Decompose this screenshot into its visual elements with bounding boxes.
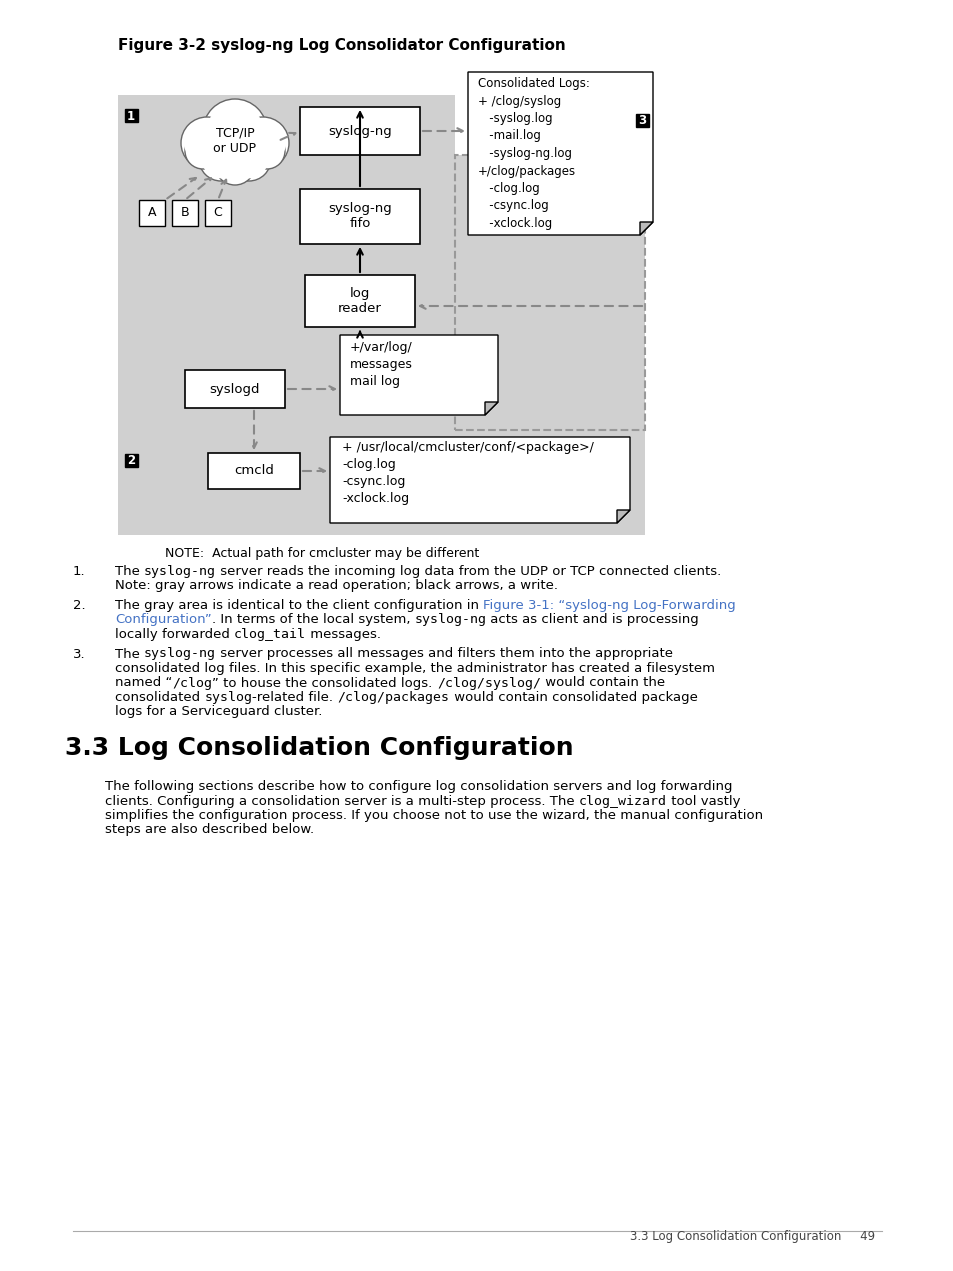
Text: The gray area is identical to the client configuration in: The gray area is identical to the client… (115, 599, 483, 613)
Circle shape (227, 137, 271, 180)
FancyBboxPatch shape (205, 200, 231, 226)
FancyBboxPatch shape (125, 109, 138, 122)
Text: named “: named “ (115, 676, 172, 689)
Text: server reads the incoming log data from the UDP or TCP connected clients.: server reads the incoming log data from … (216, 566, 720, 578)
Circle shape (214, 145, 254, 186)
Text: Figure 3-2 syslog-ng Log Consolidator Configuration: Figure 3-2 syslog-ng Log Consolidator Co… (118, 38, 565, 53)
FancyBboxPatch shape (125, 454, 138, 466)
Circle shape (187, 135, 218, 167)
Text: steps are also described below.: steps are also described below. (105, 824, 314, 836)
Text: 2: 2 (127, 455, 135, 468)
Circle shape (199, 137, 243, 180)
Text: Configuration”: Configuration” (115, 614, 212, 627)
Text: 3: 3 (638, 114, 645, 127)
Text: acts as client and is processing: acts as client and is processing (486, 614, 699, 627)
Text: 2.: 2. (73, 599, 86, 613)
FancyBboxPatch shape (185, 370, 285, 408)
Text: ” to house the consolidated logs.: ” to house the consolidated logs. (213, 676, 436, 689)
FancyBboxPatch shape (636, 114, 648, 127)
Polygon shape (118, 95, 644, 535)
Text: clog_wizard: clog_wizard (578, 794, 666, 807)
Text: 1: 1 (127, 109, 135, 122)
Text: consolidated log files. In this specific example, the administrator has created : consolidated log files. In this specific… (115, 662, 714, 675)
Polygon shape (639, 222, 652, 235)
Polygon shape (339, 336, 497, 416)
Text: log
reader: log reader (337, 287, 381, 315)
FancyBboxPatch shape (208, 452, 299, 489)
Text: tool vastly: tool vastly (666, 794, 740, 807)
Circle shape (207, 103, 263, 159)
Text: syslog: syslog (204, 691, 253, 704)
Text: A: A (148, 206, 156, 220)
Text: . In terms of the local system,: . In terms of the local system, (212, 614, 414, 627)
Text: TCP/IP
or UDP: TCP/IP or UDP (213, 127, 256, 155)
Circle shape (185, 133, 221, 169)
Text: syslog-ng: syslog-ng (144, 566, 216, 578)
Text: clients. Configuring a consolidation server is a multi-step process. The: clients. Configuring a consolidation ser… (105, 794, 578, 807)
Circle shape (249, 133, 285, 169)
Text: Note: gray arrows indicate a read operation; black arrows, a write.: Note: gray arrows indicate a read operat… (115, 580, 558, 592)
Text: consolidated: consolidated (115, 691, 204, 704)
FancyBboxPatch shape (139, 200, 165, 226)
FancyBboxPatch shape (305, 275, 415, 327)
Text: /clog/packages: /clog/packages (337, 691, 449, 704)
Text: 1.: 1. (73, 566, 86, 578)
Text: /clog/syslog/: /clog/syslog/ (436, 676, 540, 689)
Polygon shape (330, 437, 629, 522)
Circle shape (230, 140, 268, 178)
Text: locally forwarded: locally forwarded (115, 628, 233, 641)
Text: The: The (115, 566, 144, 578)
Text: -related file.: -related file. (253, 691, 337, 704)
Text: NOTE:  Actual path for cmcluster may be different: NOTE: Actual path for cmcluster may be d… (165, 547, 478, 561)
Text: + /usr/local/cmcluster/conf/<package>/
-clog.log
-csync.log
-xclock.log: + /usr/local/cmcluster/conf/<package>/ -… (341, 441, 594, 505)
Circle shape (236, 117, 289, 169)
Text: cmcld: cmcld (233, 464, 274, 478)
Text: Consolidated Logs:
+ /clog/syslog
   -syslog.log
   -mail.log
   -syslog-ng.log
: Consolidated Logs: + /clog/syslog -syslo… (477, 78, 589, 230)
Text: +/var/log/
messages
mail log: +/var/log/ messages mail log (350, 341, 413, 388)
Text: syslog-ng: syslog-ng (414, 614, 486, 627)
Circle shape (217, 147, 253, 183)
Text: simplifies the configuration process. If you choose not to use the wizard, the m: simplifies the configuration process. If… (105, 810, 762, 822)
Circle shape (240, 121, 286, 167)
Text: The following sections describe how to configure log consolidation servers and l: The following sections describe how to c… (105, 780, 732, 793)
Text: syslog-ng: syslog-ng (144, 647, 216, 661)
Polygon shape (484, 402, 497, 416)
Text: syslog-ng
fifo: syslog-ng fifo (328, 202, 392, 230)
Text: messages.: messages. (306, 628, 381, 641)
Text: /clog: /clog (172, 676, 213, 689)
Text: 3.3 Log Consolidation Configuration     49: 3.3 Log Consolidation Configuration 49 (629, 1230, 874, 1243)
Circle shape (184, 121, 230, 167)
Polygon shape (468, 72, 652, 235)
Circle shape (251, 135, 282, 167)
Text: would contain the: would contain the (540, 676, 664, 689)
FancyBboxPatch shape (172, 200, 198, 226)
Text: server processes all messages and filters them into the appropriate: server processes all messages and filter… (216, 647, 673, 661)
FancyBboxPatch shape (299, 188, 419, 244)
Text: 3.: 3. (73, 647, 86, 661)
Text: B: B (180, 206, 189, 220)
Circle shape (203, 99, 267, 163)
Text: syslog-ng: syslog-ng (328, 125, 392, 137)
Circle shape (181, 117, 233, 169)
Text: 3.3 Log Consolidation Configuration: 3.3 Log Consolidation Configuration (65, 736, 573, 760)
Text: C: C (213, 206, 222, 220)
Text: logs for a Serviceguard cluster.: logs for a Serviceguard cluster. (115, 705, 322, 718)
Text: would contain consolidated package: would contain consolidated package (449, 691, 697, 704)
Circle shape (201, 140, 240, 178)
Polygon shape (617, 510, 629, 522)
Text: clog_tail: clog_tail (233, 628, 306, 641)
FancyBboxPatch shape (299, 107, 419, 155)
Text: Figure 3-1: “syslog-ng Log-Forwarding: Figure 3-1: “syslog-ng Log-Forwarding (483, 599, 735, 613)
Text: The: The (115, 647, 144, 661)
Text: syslogd: syslogd (210, 383, 260, 395)
